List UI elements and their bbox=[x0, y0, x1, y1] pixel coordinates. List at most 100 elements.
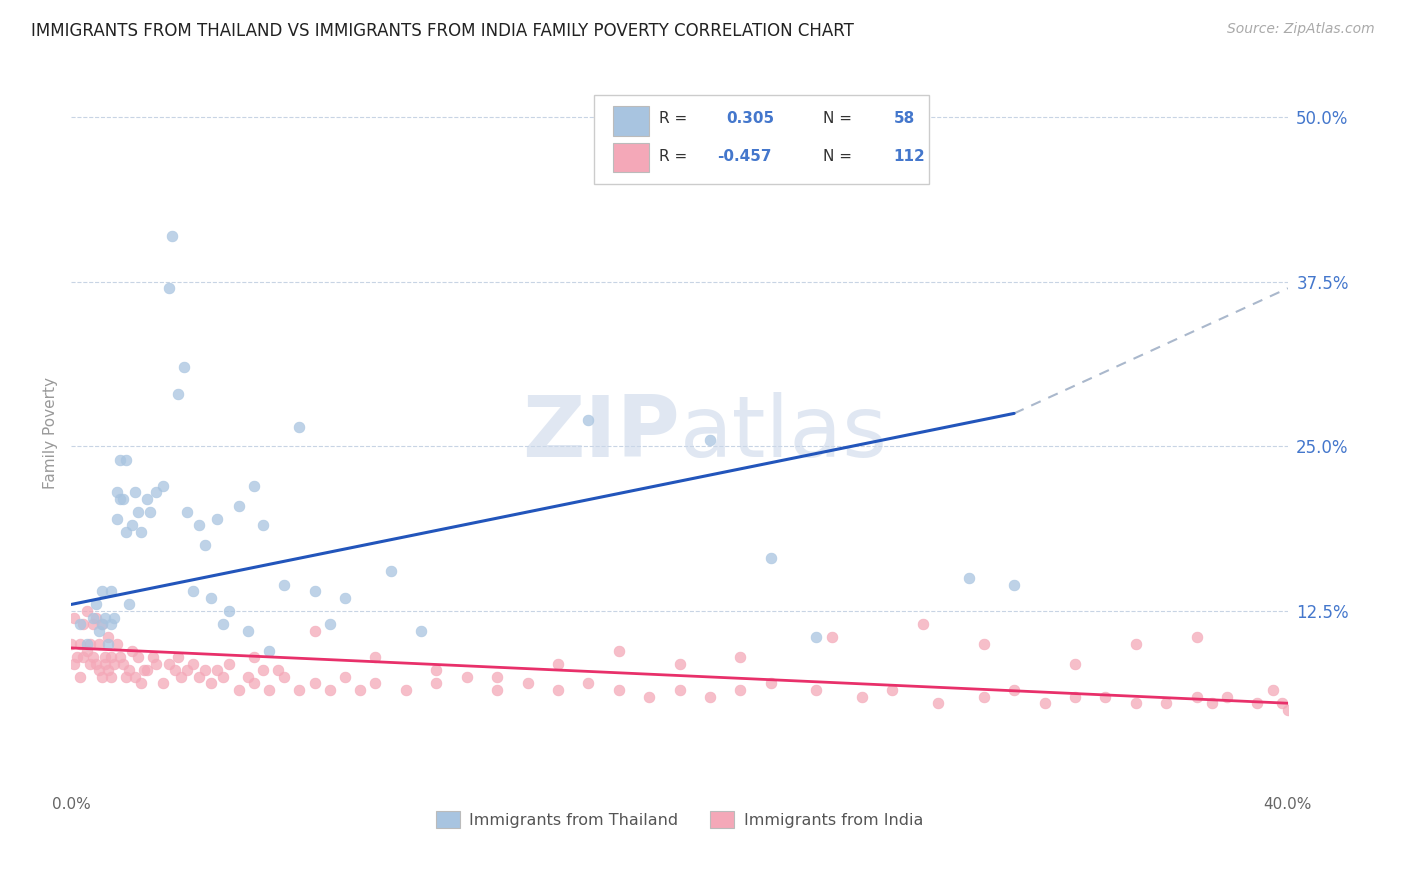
Point bbox=[66, 650, 89, 665]
Point bbox=[76, 643, 98, 657]
Point bbox=[1064, 657, 1087, 671]
Point bbox=[425, 663, 447, 677]
Point bbox=[218, 657, 240, 671]
Point bbox=[319, 617, 342, 632]
Point bbox=[1271, 696, 1294, 710]
Point bbox=[87, 624, 110, 638]
Point bbox=[730, 650, 752, 665]
Point bbox=[927, 696, 949, 710]
Point bbox=[129, 676, 152, 690]
Point bbox=[121, 643, 143, 657]
Point bbox=[97, 663, 120, 677]
Text: IMMIGRANTS FROM THAILAND VS IMMIGRANTS FROM INDIA FAMILY POVERTY CORRELATION CHA: IMMIGRANTS FROM THAILAND VS IMMIGRANTS F… bbox=[31, 22, 853, 40]
Bar bbox=[613, 143, 650, 172]
Point bbox=[176, 505, 198, 519]
Point bbox=[82, 610, 104, 624]
Point bbox=[84, 610, 107, 624]
Point bbox=[188, 518, 211, 533]
Text: ZIP: ZIP bbox=[522, 392, 679, 475]
Point bbox=[1185, 690, 1208, 704]
Point bbox=[973, 690, 995, 704]
Point bbox=[188, 670, 211, 684]
Point bbox=[163, 663, 186, 677]
Point bbox=[486, 670, 509, 684]
Point bbox=[456, 670, 478, 684]
Point bbox=[127, 650, 149, 665]
Point bbox=[157, 281, 180, 295]
Text: 0.305: 0.305 bbox=[725, 111, 773, 126]
Point bbox=[79, 637, 101, 651]
Text: N =: N = bbox=[823, 111, 858, 126]
Point bbox=[69, 617, 91, 632]
Point bbox=[118, 598, 141, 612]
Point bbox=[60, 637, 83, 651]
Point bbox=[115, 524, 138, 539]
Point bbox=[1261, 683, 1284, 698]
Point bbox=[218, 604, 240, 618]
Point bbox=[72, 650, 94, 665]
Point bbox=[759, 676, 782, 690]
Point bbox=[1277, 703, 1299, 717]
Point bbox=[176, 663, 198, 677]
Point bbox=[94, 657, 117, 671]
Point bbox=[730, 683, 752, 698]
Point bbox=[273, 670, 295, 684]
Point bbox=[136, 663, 159, 677]
Point bbox=[90, 617, 112, 632]
Point bbox=[87, 637, 110, 651]
Point bbox=[486, 683, 509, 698]
Text: R =: R = bbox=[659, 149, 692, 163]
Point bbox=[87, 663, 110, 677]
Point bbox=[84, 598, 107, 612]
Point bbox=[759, 551, 782, 566]
Point bbox=[304, 624, 326, 638]
Point bbox=[1216, 690, 1239, 704]
Point bbox=[236, 624, 259, 638]
Point bbox=[364, 650, 387, 665]
Point bbox=[94, 650, 117, 665]
Point bbox=[200, 591, 222, 605]
Point bbox=[319, 683, 342, 698]
Text: R =: R = bbox=[659, 111, 692, 126]
Point bbox=[63, 657, 86, 671]
Point bbox=[152, 479, 174, 493]
Point bbox=[638, 690, 661, 704]
Point bbox=[90, 584, 112, 599]
Text: atlas: atlas bbox=[679, 392, 887, 475]
Point bbox=[129, 524, 152, 539]
Text: Source: ZipAtlas.com: Source: ZipAtlas.com bbox=[1227, 22, 1375, 37]
Point bbox=[228, 499, 250, 513]
Point bbox=[911, 617, 934, 632]
Point bbox=[63, 610, 86, 624]
Point bbox=[1094, 690, 1116, 704]
Point bbox=[139, 505, 162, 519]
Point bbox=[212, 670, 235, 684]
Point bbox=[115, 452, 138, 467]
Point bbox=[160, 228, 183, 243]
Point bbox=[1185, 631, 1208, 645]
Point bbox=[1002, 683, 1025, 698]
Point bbox=[851, 690, 873, 704]
Point bbox=[304, 676, 326, 690]
Point bbox=[94, 610, 117, 624]
Point bbox=[100, 670, 122, 684]
Point bbox=[207, 512, 229, 526]
Point bbox=[607, 643, 630, 657]
Point bbox=[194, 538, 217, 552]
Point bbox=[288, 683, 311, 698]
Point bbox=[115, 670, 138, 684]
Point bbox=[364, 676, 387, 690]
Point bbox=[547, 657, 569, 671]
Point bbox=[90, 670, 112, 684]
Legend: Immigrants from Thailand, Immigrants from India: Immigrants from Thailand, Immigrants fro… bbox=[429, 805, 929, 834]
Point bbox=[90, 617, 112, 632]
Point bbox=[105, 485, 128, 500]
Point bbox=[181, 584, 204, 599]
Point bbox=[395, 683, 418, 698]
Point bbox=[267, 663, 290, 677]
Point bbox=[333, 591, 356, 605]
Point bbox=[333, 670, 356, 684]
Point bbox=[806, 631, 828, 645]
Point bbox=[699, 433, 721, 447]
Point bbox=[228, 683, 250, 698]
